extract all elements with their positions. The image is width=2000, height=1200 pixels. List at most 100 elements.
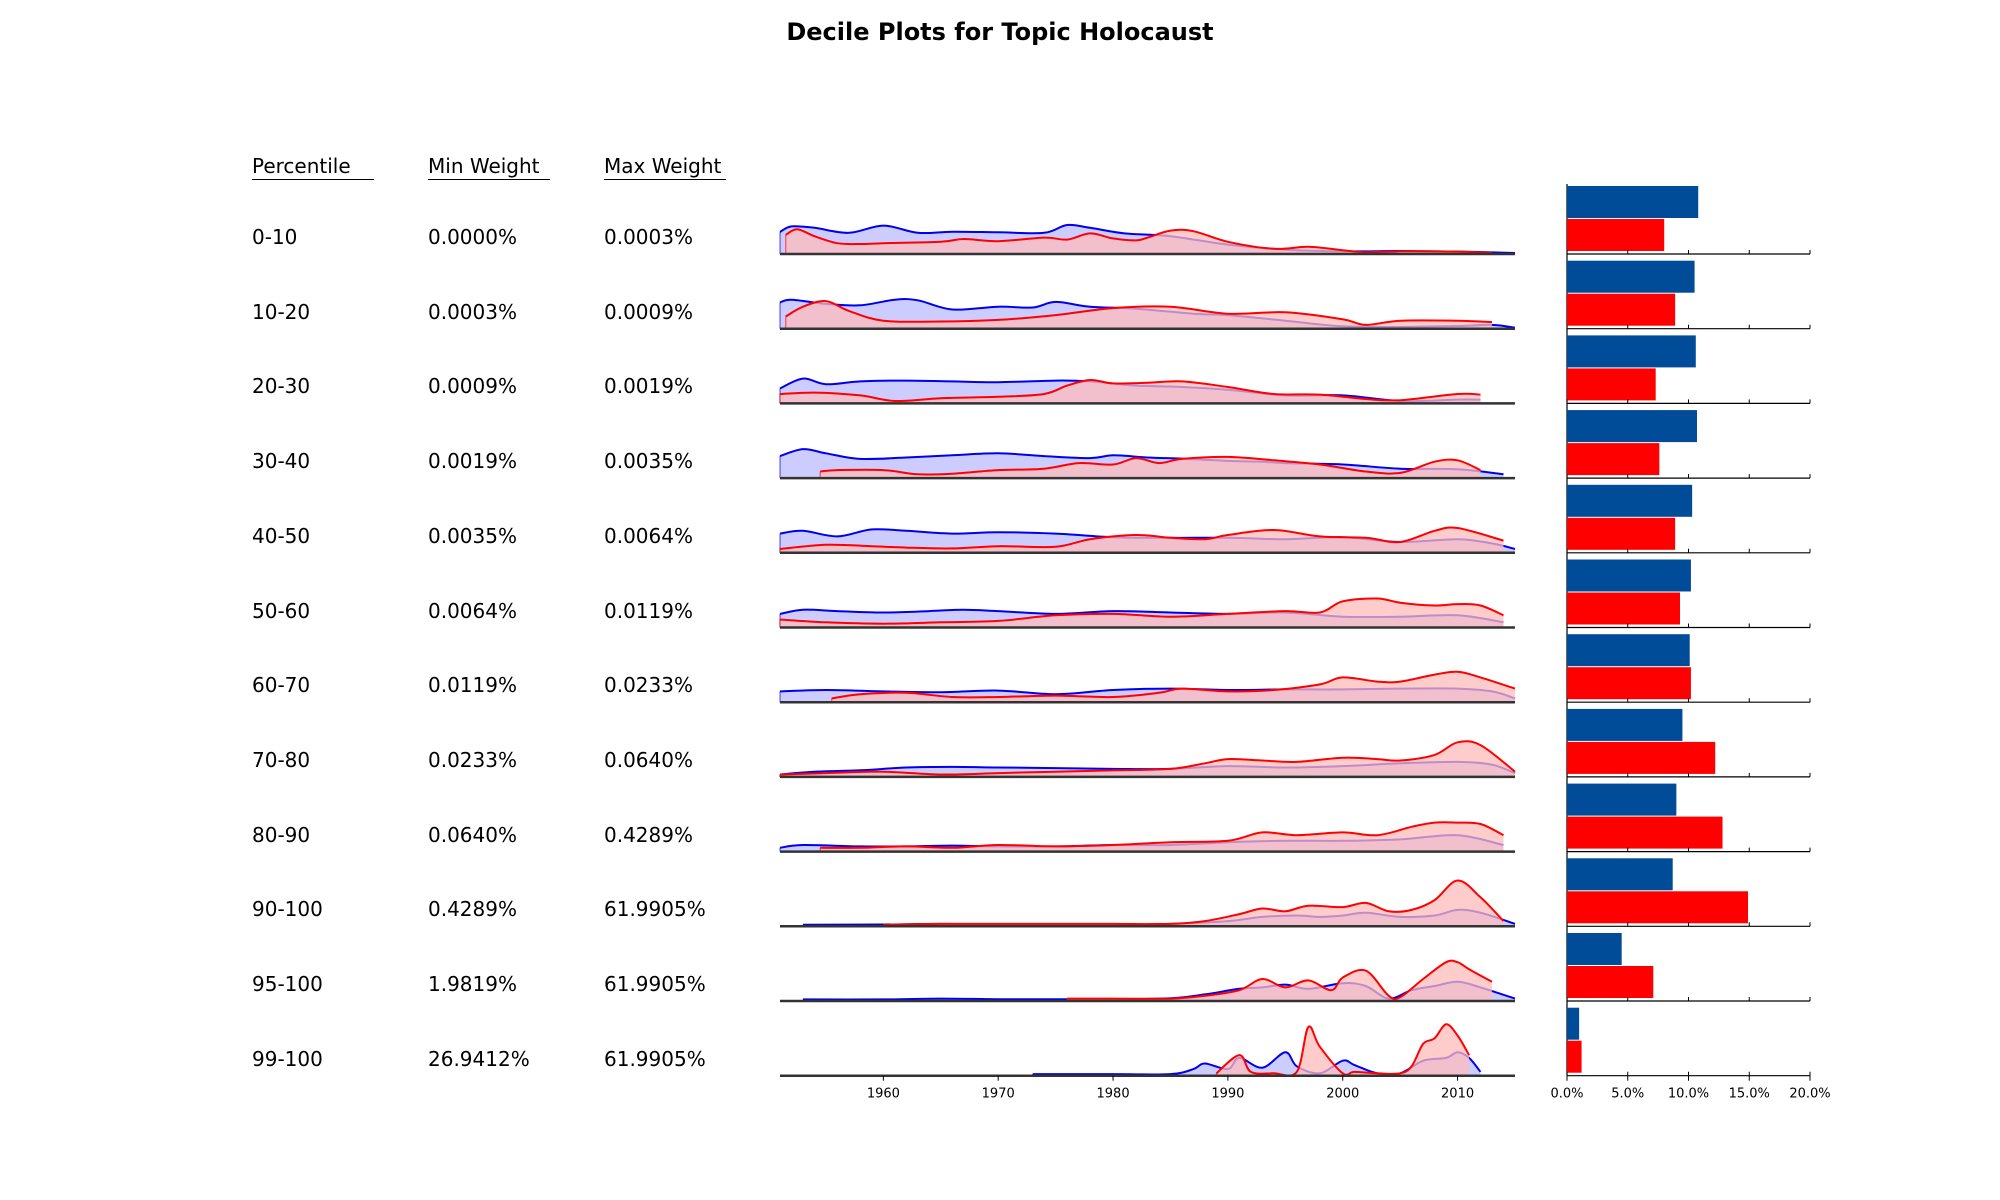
bar-red-70-80 bbox=[1567, 741, 1716, 774]
density-red-60-70-area bbox=[831, 671, 1515, 703]
bar-red-50-60 bbox=[1567, 592, 1680, 625]
density-red-90-100-area bbox=[883, 880, 1504, 927]
bar-x-tick-label: 20.0% bbox=[1789, 1087, 1830, 1102]
table-cell-min-weight: 0.0000% bbox=[428, 225, 517, 249]
table-cell-max-weight: 0.4289% bbox=[604, 822, 693, 847]
table-cell-min-weight: 26.9412% bbox=[428, 1046, 530, 1071]
density-red-99-100-line bbox=[1215, 1023, 1470, 1077]
table-cell-max-weight: 0.0035% bbox=[604, 449, 693, 474]
bar-x-tick-label: 5.0% bbox=[1611, 1087, 1644, 1102]
table-cell-max-weight: 61.9905% bbox=[604, 1046, 706, 1071]
table-cell-min-weight: 0.0003% bbox=[428, 299, 517, 324]
bar-blue-99-100 bbox=[1567, 1007, 1580, 1040]
density-red-30-40-line bbox=[820, 455, 1481, 476]
table-cell-percentile: 30-40 bbox=[252, 449, 311, 474]
header-min-weight: Min Weight bbox=[428, 154, 540, 178]
density-x-tick-label: 1990 bbox=[1211, 1087, 1244, 1102]
table-cell-percentile: 99-100 bbox=[252, 1046, 323, 1071]
density-x-tick-label: 2000 bbox=[1326, 1087, 1359, 1102]
header-percentile: Percentile bbox=[252, 154, 351, 178]
density-red-80-90-area bbox=[820, 822, 1504, 852]
bar-blue-60-70 bbox=[1567, 634, 1690, 667]
table-cell-min-weight: 1.9819% bbox=[428, 972, 517, 996]
density-red-99-100-area bbox=[1216, 1024, 1470, 1076]
density-red-40-50-line bbox=[779, 526, 1504, 550]
table-cell-percentile: 80-90 bbox=[252, 822, 311, 847]
density-red-50-60-area bbox=[780, 598, 1504, 628]
density-red-10-20-line bbox=[785, 300, 1493, 326]
bar-red-60-70 bbox=[1567, 667, 1691, 700]
density-red-60-70-line bbox=[831, 670, 1516, 700]
bar-red-10-20 bbox=[1567, 293, 1676, 326]
density-x-tick-label: 1960 bbox=[867, 1087, 900, 1102]
density-red-20-30-line bbox=[779, 378, 1481, 403]
table-cell-max-weight: 0.0640% bbox=[604, 747, 693, 772]
density-red-20-30-area bbox=[780, 379, 1481, 404]
bar-x-tick-label: 10.0% bbox=[1668, 1087, 1709, 1102]
bar-blue-0-10 bbox=[1567, 186, 1699, 218]
table-cell-percentile: 60-70 bbox=[252, 673, 311, 698]
header-max-weight: Max Weight bbox=[604, 154, 722, 178]
bar-blue-95-100 bbox=[1567, 933, 1622, 965]
bar-red-20-30 bbox=[1567, 368, 1656, 401]
bar-blue-80-90 bbox=[1567, 783, 1677, 816]
header-underline bbox=[252, 179, 374, 180]
table-cell-min-weight: 0.0064% bbox=[428, 598, 517, 623]
table-cell-max-weight: 61.9905% bbox=[604, 972, 706, 996]
density-x-tick-label: 1980 bbox=[1097, 1087, 1130, 1102]
table-cell-max-weight: 0.0233% bbox=[604, 673, 693, 698]
density-x-tick-label: 1970 bbox=[982, 1087, 1015, 1102]
density-red-70-80-line bbox=[779, 740, 1516, 776]
bar-blue-70-80 bbox=[1567, 708, 1683, 741]
table-cell-max-weight: 0.0003% bbox=[604, 225, 693, 249]
density-blue-30-40-line bbox=[779, 448, 1504, 476]
density-red-40-50-area bbox=[780, 527, 1504, 553]
table-cell-min-weight: 0.0009% bbox=[428, 374, 517, 399]
density-red-95-100-area bbox=[1067, 960, 1492, 1001]
density-red-30-40-area bbox=[820, 456, 1481, 479]
table-cell-percentile: 70-80 bbox=[252, 747, 311, 772]
table-cell-min-weight: 0.4289% bbox=[428, 897, 517, 922]
table-cell-min-weight: 0.0640% bbox=[428, 822, 517, 847]
table-cell-percentile: 50-60 bbox=[252, 598, 311, 623]
density-x-tick-label: 2010 bbox=[1441, 1087, 1474, 1102]
table-cell-percentile: 90-100 bbox=[252, 897, 323, 922]
table-cell-min-weight: 0.0035% bbox=[428, 523, 517, 548]
table-cell-percentile: 0-10 bbox=[252, 225, 298, 249]
table-cell-min-weight: 0.0019% bbox=[428, 449, 517, 474]
table-cell-max-weight: 0.0009% bbox=[604, 299, 693, 324]
chart-title: Decile Plots for Topic Holocaust bbox=[786, 18, 1214, 46]
bar-red-99-100 bbox=[1567, 1040, 1582, 1073]
density-red-80-90-line bbox=[820, 821, 1504, 849]
bar-red-80-90 bbox=[1567, 816, 1723, 849]
table-cell-percentile: 20-30 bbox=[252, 374, 311, 399]
bar-red-0-10 bbox=[1567, 219, 1665, 251]
header-underline bbox=[604, 179, 726, 180]
table-cell-percentile: 40-50 bbox=[252, 523, 311, 548]
bar-blue-50-60 bbox=[1567, 559, 1691, 592]
density-red-50-60-line bbox=[779, 597, 1504, 625]
table-cell-max-weight: 0.0019% bbox=[604, 374, 693, 399]
table-cell-percentile: 10-20 bbox=[252, 299, 311, 324]
table-cell-min-weight: 0.0233% bbox=[428, 747, 517, 772]
density-red-95-100-line bbox=[1067, 959, 1493, 1001]
header-underline bbox=[428, 179, 550, 180]
bar-blue-10-20 bbox=[1567, 260, 1695, 293]
table-cell-max-weight: 0.0119% bbox=[604, 598, 693, 623]
bar-blue-30-40 bbox=[1567, 410, 1698, 443]
bar-red-95-100 bbox=[1567, 966, 1654, 998]
bar-red-90-100 bbox=[1567, 891, 1749, 924]
density-red-0-10-line bbox=[785, 228, 1493, 254]
bar-red-40-50 bbox=[1567, 517, 1676, 550]
density-red-70-80-area bbox=[780, 741, 1515, 777]
table-cell-max-weight: 61.9905% bbox=[604, 897, 706, 922]
bar-red-30-40 bbox=[1567, 443, 1660, 476]
density-red-90-100-line bbox=[883, 879, 1505, 926]
bar-x-tick-label: 15.0% bbox=[1729, 1087, 1770, 1102]
bar-blue-40-50 bbox=[1567, 484, 1693, 517]
bar-blue-20-30 bbox=[1567, 335, 1696, 368]
bar-blue-90-100 bbox=[1567, 858, 1673, 891]
bar-x-tick-label: 0.0% bbox=[1550, 1087, 1583, 1102]
table-cell-max-weight: 0.0064% bbox=[604, 523, 693, 548]
